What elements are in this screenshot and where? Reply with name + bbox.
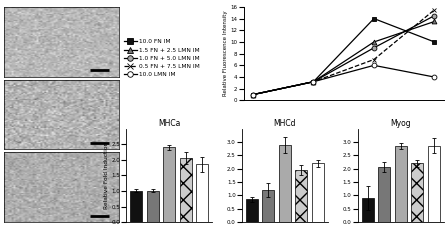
Bar bbox=[263, 190, 274, 222]
Y-axis label: Relative Fluorescence Intensity: Relative Fluorescence Intensity bbox=[223, 11, 228, 96]
Bar bbox=[378, 167, 390, 222]
Legend: 10.0 FN IM, 1.5 FN + 2.5 LMN IM, 1.0 FN + 5.0 LMN IM, 0.5 FN + 7.5 LMN IM, 10.0 : 10.0 FN IM, 1.5 FN + 2.5 LMN IM, 1.0 FN … bbox=[124, 39, 200, 77]
Bar bbox=[279, 144, 291, 222]
Bar bbox=[411, 163, 423, 222]
Bar bbox=[146, 191, 159, 222]
Bar bbox=[428, 146, 439, 222]
Title: MHCd: MHCd bbox=[274, 119, 296, 128]
Bar bbox=[362, 198, 374, 222]
Title: Myog: Myog bbox=[390, 119, 411, 128]
Bar bbox=[296, 170, 307, 222]
Bar bbox=[312, 163, 324, 222]
Bar bbox=[180, 158, 192, 222]
Y-axis label: Relative Fold Induction: Relative Fold Induction bbox=[103, 142, 108, 209]
Bar bbox=[130, 191, 142, 222]
Title: MHCa: MHCa bbox=[158, 119, 181, 128]
Bar bbox=[163, 147, 175, 222]
Bar bbox=[196, 164, 208, 222]
Bar bbox=[246, 199, 258, 222]
Bar bbox=[395, 146, 407, 222]
